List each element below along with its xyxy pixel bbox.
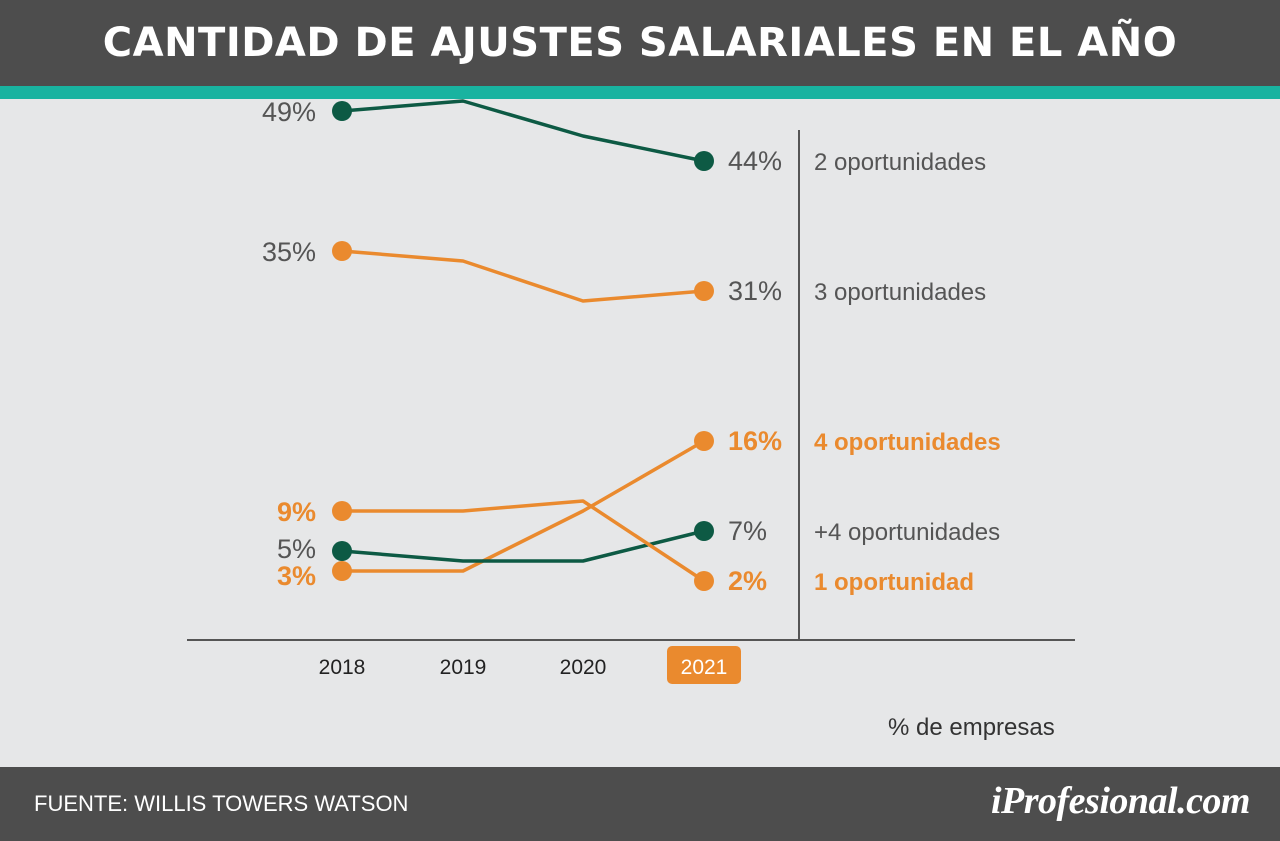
source-text: FUENTE: WILLIS TOWERS WATSON — [34, 791, 409, 816]
end-point-plus-4-oportunidades — [694, 521, 714, 541]
x-tick-label-2018: 2018 — [319, 656, 366, 679]
series-name-label-2-oportunidades: 2 oportunidades — [814, 149, 986, 176]
end-value-label-plus-4-oportunidades: 7% — [728, 516, 767, 546]
end-point-1-oportunidad — [694, 571, 714, 591]
end-value-label-4-oportunidades: 16% — [728, 426, 782, 456]
series-line-plus-4-oportunidades — [341, 529, 705, 563]
end-point-2-oportunidades — [694, 151, 714, 171]
series-line-2-oportunidades — [341, 99, 705, 163]
series-line-4-oportunidades — [342, 439, 705, 573]
series-name-label-3-oportunidades: 3 oportunidades — [814, 279, 986, 306]
series-line-3-oportunidades — [341, 249, 705, 303]
start-point-plus-4-oportunidades — [332, 541, 352, 561]
chart-title: CANTIDAD DE AJUSTES SALARIALES EN EL AÑO — [102, 20, 1178, 66]
unit-label: % de empresas — [888, 714, 1055, 741]
end-value-label-1-oportunidad: 2% — [728, 566, 767, 596]
line-chart: 2018 2019 2020 2021 49% 44% 2 oportunidades 35%… — [0, 97, 1280, 767]
start-value-label-plus-4-oportunidades: 5% — [277, 534, 316, 564]
start-value-label-1-oportunidad: 9% — [277, 497, 316, 527]
start-value-label-2-oportunidades: 49% — [262, 99, 316, 127]
accent-bar — [0, 86, 1280, 99]
start-point-4-oportunidades — [332, 561, 352, 581]
x-tick-label-2020: 2020 — [560, 656, 607, 679]
footer: FUENTE: WILLIS TOWERS WATSON iProfesiona… — [0, 767, 1280, 841]
end-point-3-oportunidades — [694, 281, 714, 301]
series-line-1-oportunidad — [342, 499, 705, 583]
start-point-3-oportunidades — [332, 241, 352, 261]
end-value-label-3-oportunidades: 31% — [728, 276, 782, 306]
start-value-label-4-oportunidades: 3% — [277, 561, 316, 591]
end-value-label-2-oportunidades: 44% — [728, 146, 782, 176]
x-tick-label-2021: 2021 — [681, 656, 728, 679]
x-tick-label-2019: 2019 — [440, 656, 487, 679]
start-value-label-3-oportunidades: 35% — [262, 237, 316, 267]
start-point-2-oportunidades — [332, 101, 352, 121]
chart-svg: 2018 2019 2020 2021 49% 44% 2 oportunidades 35%… — [187, 97, 1075, 684]
highlight-year-badge — [667, 646, 741, 684]
title-banner: CANTIDAD DE AJUSTES SALARIALES EN EL AÑO — [0, 0, 1280, 86]
series-name-label-1-oportunidad: 1 oportunidad — [814, 569, 974, 596]
series-name-label-plus-4-oportunidades: +4 oportunidades — [814, 519, 1000, 546]
end-point-4-oportunidades — [694, 431, 714, 451]
brand-logo: iProfesional.com — [990, 780, 1251, 822]
series-name-label-4-oportunidades: 4 oportunidades — [814, 429, 1001, 456]
start-point-1-oportunidad — [332, 501, 352, 521]
